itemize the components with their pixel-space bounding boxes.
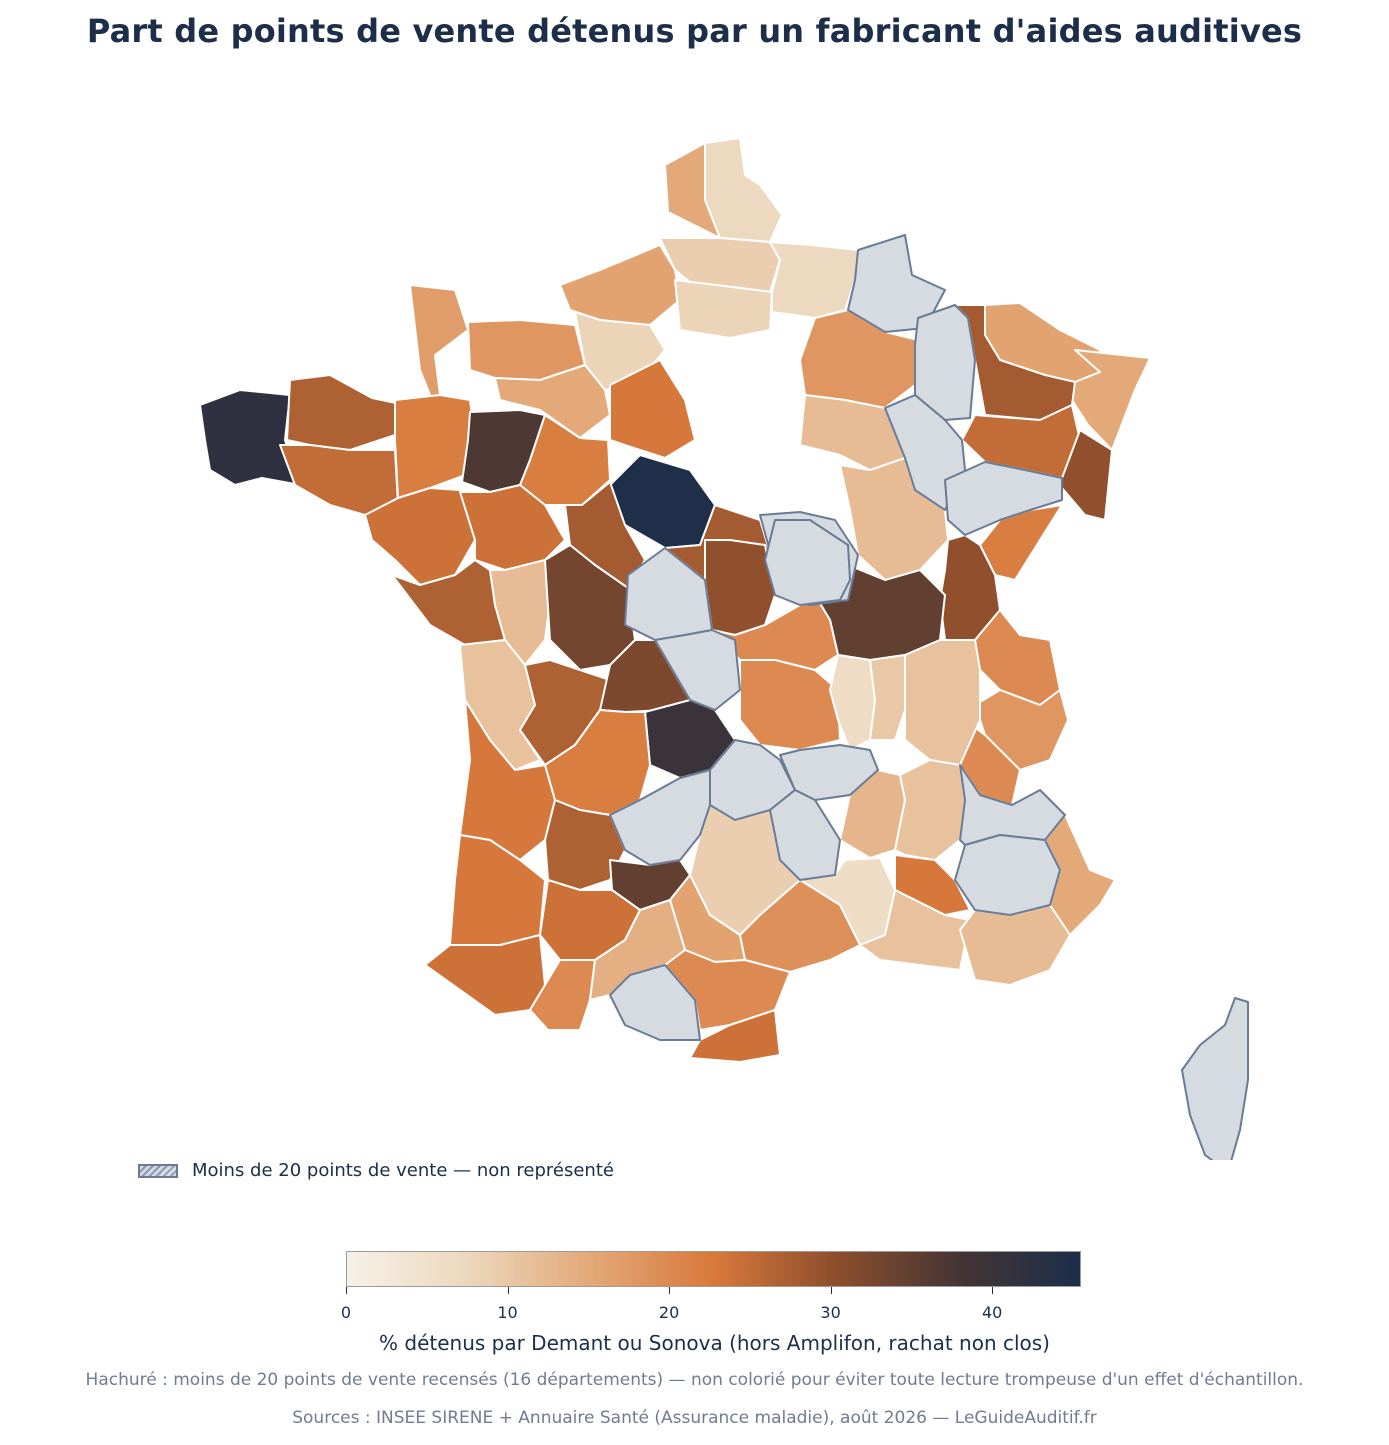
department-morbihan: [279, 444, 399, 516]
colorbar-tick-label: 20: [658, 1303, 680, 1322]
department-loire-atlantique: [364, 487, 476, 586]
colorbar: [346, 1251, 1081, 1287]
department-lot: [609, 769, 711, 866]
department-pyrenees-atlantiques: [424, 934, 546, 1016]
department-deux-sevres: [489, 559, 551, 666]
hatch-note: Hachuré : moins de 20 points de vente re…: [85, 1370, 1304, 1390]
colorbar-tick: [669, 1287, 671, 1294]
department-aisne: [769, 241, 859, 319]
department-corse: [1181, 997, 1249, 1160]
department-var: [959, 904, 1071, 986]
department-ariege: [609, 964, 701, 1041]
department-haute-saone: [944, 461, 1063, 536]
department-nievre: [764, 519, 851, 606]
colorbar-tick: [507, 1287, 509, 1294]
colorbar-tick-label: 10: [497, 1303, 518, 1322]
department-pas-de-calais: [704, 137, 783, 243]
colorbar-tick: [992, 1287, 994, 1294]
department-maine-et-loire: [459, 484, 566, 571]
department-drome: [894, 759, 966, 861]
france-departments-map: [199, 137, 1249, 1160]
department-puy-de-dome: [739, 659, 841, 751]
legend-hatched-label: Moins de 20 points de vente — non représ…: [192, 1160, 614, 1181]
department-meuse: [914, 304, 976, 421]
department-finistere: [199, 389, 301, 486]
department-rhone: [869, 654, 906, 741]
department-bouches-du-rhone: [859, 889, 971, 971]
map-legend: Moins de 20 points de vente — non représ…: [138, 1160, 614, 1181]
department-isere: [904, 639, 981, 766]
colorbar-tick: [346, 1287, 347, 1294]
colorbar-tick-label: 40: [981, 1303, 1003, 1322]
colorbar-label: % détenus par Demant ou Sonova (hors Amp…: [379, 1331, 1050, 1355]
department-bas-rhin: [1071, 349, 1151, 451]
colorbar-tick-label: 30: [820, 1303, 841, 1322]
sources-note: Sources : INSEE SIRENE + Annuaire Santé …: [292, 1408, 1097, 1428]
department-cotes-d-armor: [286, 374, 406, 451]
department-lozere: [769, 789, 841, 881]
colorbar-tick-label: 0: [340, 1303, 352, 1322]
department-alpes-de-haute-provence: [954, 834, 1061, 916]
department-cher: [704, 539, 776, 636]
department-pyrenees-orientales: [689, 1009, 781, 1063]
department-oise: [674, 279, 773, 339]
colorbar-tick: [830, 1287, 832, 1294]
department-eure-et-loir: [609, 359, 696, 459]
department-herault: [739, 879, 861, 973]
department-creuse: [654, 629, 741, 711]
chart-title: Part de points de vente détenus par un f…: [86, 12, 1303, 50]
colorbar-ticks: 0 10 20 30 40: [0, 1287, 1389, 1327]
department-ain: [974, 609, 1061, 706]
hatch-swatch: [138, 1163, 178, 1178]
